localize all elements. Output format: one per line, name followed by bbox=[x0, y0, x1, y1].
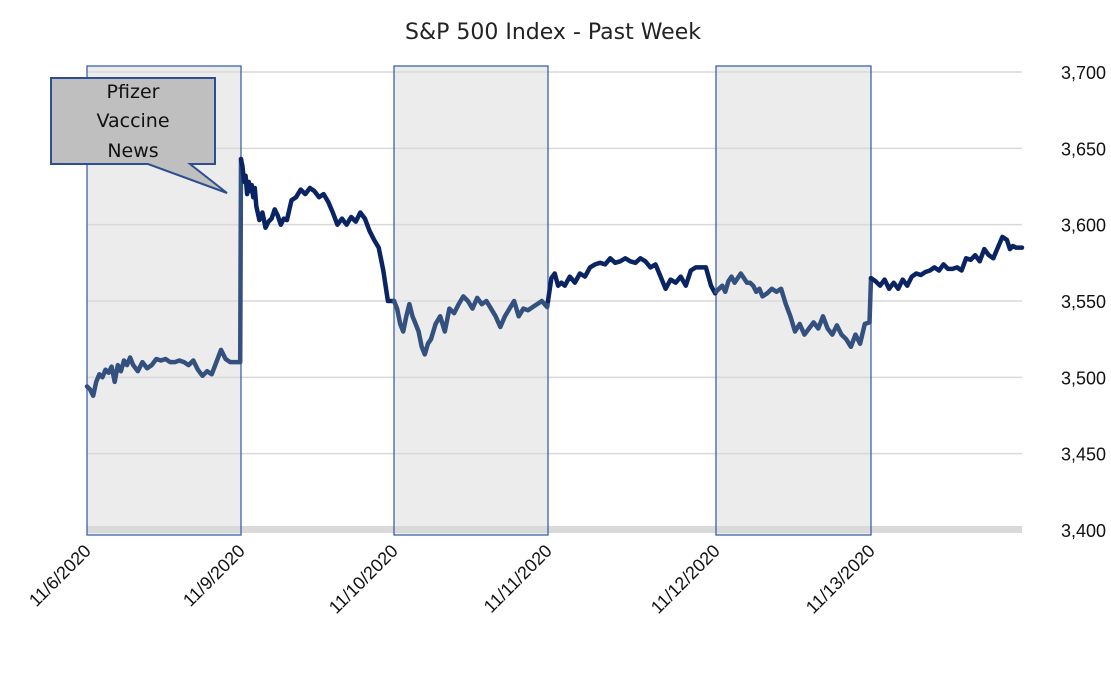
x-tick-label: 11/9/2020 bbox=[179, 541, 249, 611]
x-tick-label: 11/11/2020 bbox=[480, 541, 556, 617]
x-tick-label: 11/12/2020 bbox=[647, 541, 724, 618]
y-tick-label: 3,500 bbox=[1061, 368, 1106, 388]
x-axis-ticks: 11/6/2020 11/9/2020 11/10/2020 11/11/2020 11… bbox=[25, 541, 879, 618]
x-tick-label: 11/6/2020 bbox=[25, 541, 95, 611]
series-line-segment-5 bbox=[868, 234, 1025, 292]
y-tick-label: 3,400 bbox=[1061, 521, 1106, 541]
series-line-segment-3 bbox=[545, 256, 719, 304]
series-line-segment-4 bbox=[713, 271, 874, 350]
callout-line-3: News bbox=[107, 140, 158, 162]
series-group bbox=[84, 156, 1025, 398]
series-line-segment-2 bbox=[391, 294, 551, 357]
y-axis-ticks: 3,400 3,450 3,500 3,550 3,600 3,650 3,700 bbox=[1061, 63, 1106, 541]
y-tick-label: 3,650 bbox=[1061, 139, 1106, 159]
y-tick-label: 3,700 bbox=[1061, 63, 1106, 83]
pfizer-vaccine-news-callout: Pfizer Vaccine News bbox=[50, 77, 228, 194]
chart-title: S&P 500 Index - Past Week bbox=[405, 20, 701, 45]
x-tick-label: 11/13/2020 bbox=[802, 541, 879, 618]
x-tick-label: 11/10/2020 bbox=[325, 541, 402, 618]
callout-box bbox=[50, 77, 228, 194]
callout-line-1: Pfizer bbox=[107, 81, 160, 103]
series-line-segment-0 bbox=[84, 156, 244, 398]
y-tick-label: 3,450 bbox=[1061, 445, 1106, 465]
y-tick-label: 3,600 bbox=[1061, 216, 1106, 236]
x-axis-baseline bbox=[87, 526, 1022, 533]
y-tick-label: 3,550 bbox=[1061, 292, 1106, 312]
series-line-segment-1 bbox=[238, 156, 397, 304]
callout-line-2: Vaccine bbox=[96, 110, 169, 132]
